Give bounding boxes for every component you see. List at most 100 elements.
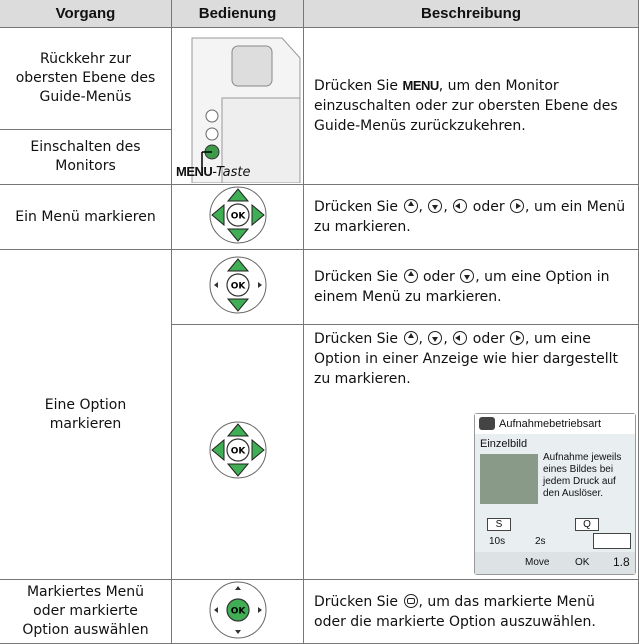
description-cell: Drücken Sie , , oder , um eine Option in… — [304, 325, 639, 580]
dial-center — [225, 203, 250, 227]
control-cell: OK — [172, 185, 304, 250]
button-suffix: -Taste — [212, 165, 251, 180]
dial-label: OK — [230, 606, 246, 616]
dial-arrow — [226, 298, 249, 312]
dial-holder: OK — [208, 185, 268, 249]
description-cell: Drücken Sie , um das markierte Menü oder… — [304, 580, 639, 644]
dial-label: OK — [230, 212, 246, 222]
description: Drücken Sie , , oder , um eine Option in… — [304, 325, 638, 389]
description: Drücken Sie , , oder , um ein Menü zu ma… — [314, 197, 628, 237]
text: , um den Monitor einzuschalten oder zur … — [314, 78, 618, 134]
icon — [453, 331, 468, 345]
option: 10s — [489, 536, 506, 547]
screen-mode: Einzelbild — [480, 438, 528, 450]
screen-header — [475, 414, 635, 434]
dial: OK — [209, 256, 266, 314]
button-name: MENU — [176, 164, 213, 179]
icon — [510, 331, 525, 345]
dial-arrow — [257, 606, 262, 613]
dial-holder: OK — [208, 420, 268, 484]
control-cell: OK — [172, 250, 304, 325]
icon — [403, 199, 418, 213]
action-cell: Eine Option markieren — [0, 250, 172, 580]
text: , um das markierte Menü oder die markier… — [314, 593, 596, 630]
button-label: MENU-Taste — [176, 164, 250, 180]
dial: OK — [209, 581, 266, 638]
dial: OK — [209, 421, 266, 479]
icon — [453, 199, 468, 213]
dial-arrow — [226, 258, 249, 272]
icon — [403, 593, 418, 608]
action-cell: Einschalten des Monitors — [0, 130, 172, 185]
camera-illustration — [191, 37, 301, 183]
header-cell: Vorgang — [0, 0, 172, 28]
footer-text: 1.8 — [613, 555, 630, 569]
dial-holder: OK — [208, 580, 268, 644]
text: oder — [468, 331, 510, 347]
dial-label: OK — [230, 282, 246, 292]
text: , um eine Option in einem Menü zu markie… — [314, 269, 610, 305]
action-cell: Ein Menü markieren — [0, 185, 172, 250]
dial-arrow — [234, 585, 241, 590]
dial-center — [225, 273, 250, 297]
text: , — [443, 331, 453, 347]
icon — [510, 199, 525, 213]
dial-arrow — [257, 282, 262, 288]
description-cell: Drücken Sie MENU, um den Monitor einzusc… — [304, 28, 639, 185]
text: oder — [468, 199, 510, 215]
dial-arrow — [226, 228, 249, 242]
text: Drücken Sie — [314, 331, 403, 347]
description: Drücken Sie oder , um eine Option in ein… — [314, 267, 628, 307]
description-cell: Drücken Sie oder , um eine Option in ein… — [304, 250, 639, 325]
text: , um eine Option in einer Anzeige wie hi… — [314, 331, 618, 387]
text: Drücken Sie — [314, 199, 403, 215]
option: 2s — [535, 536, 546, 547]
icon — [403, 269, 418, 283]
footer-text: OK — [575, 557, 590, 568]
screen-text: Aufnahme jeweils eines Bildes bei jedem … — [543, 452, 622, 499]
text: Drücken Sie — [314, 269, 403, 285]
header-cell: Beschreibung — [304, 0, 639, 28]
dial: OK — [209, 186, 266, 244]
dial-arrow — [251, 203, 265, 227]
action-cell: Markiertes Menü oder markierte Option au… — [0, 580, 172, 644]
description: Drücken Sie MENU, um den Monitor einzusc… — [314, 76, 628, 136]
icon — [428, 331, 443, 345]
icon — [403, 331, 418, 345]
dial-label: OK — [230, 447, 246, 457]
footer-text: Move — [525, 557, 550, 568]
text: oder — [418, 269, 460, 285]
icon — [460, 269, 475, 283]
camera-screen: Aufnahmebetriebsart Einzelbild Aufnahme … — [474, 413, 636, 575]
control-cell: OK — [172, 325, 304, 580]
text: , — [443, 199, 453, 215]
action-cell: Rückkehr zur obersten Ebene des Guide-Me… — [0, 28, 172, 130]
dial-arrow — [210, 438, 224, 462]
screen-footer — [475, 552, 635, 574]
dial-arrow — [213, 282, 218, 288]
option: S — [487, 518, 511, 531]
text: , um ein Menü zu markieren. — [314, 199, 626, 235]
dial-arrow — [251, 438, 265, 462]
dial-arrow — [226, 423, 249, 437]
text: Drücken Sie — [314, 593, 403, 610]
dial-arrow — [210, 203, 224, 227]
dial-center — [225, 438, 250, 462]
text: , — [418, 331, 428, 347]
control-cell: MENU-Taste — [172, 28, 304, 185]
control-cell: OK — [172, 580, 304, 644]
description-cell: Drücken Sie , , oder , um ein Menü zu ma… — [304, 185, 639, 250]
return-option — [593, 533, 631, 549]
text: , — [418, 199, 428, 215]
dial-arrow — [234, 629, 241, 634]
dial-holder: OK — [208, 255, 268, 319]
description: Drücken Sie , um das markierte Menü oder… — [314, 592, 628, 632]
dial-arrow — [213, 606, 218, 613]
text: Drücken Sie — [314, 78, 403, 94]
screen-title: Aufnahmebetriebsart — [499, 418, 602, 430]
dial-center — [225, 597, 250, 622]
camera-icon — [479, 417, 495, 430]
dial-arrow — [226, 188, 249, 202]
option: Q — [575, 518, 599, 531]
